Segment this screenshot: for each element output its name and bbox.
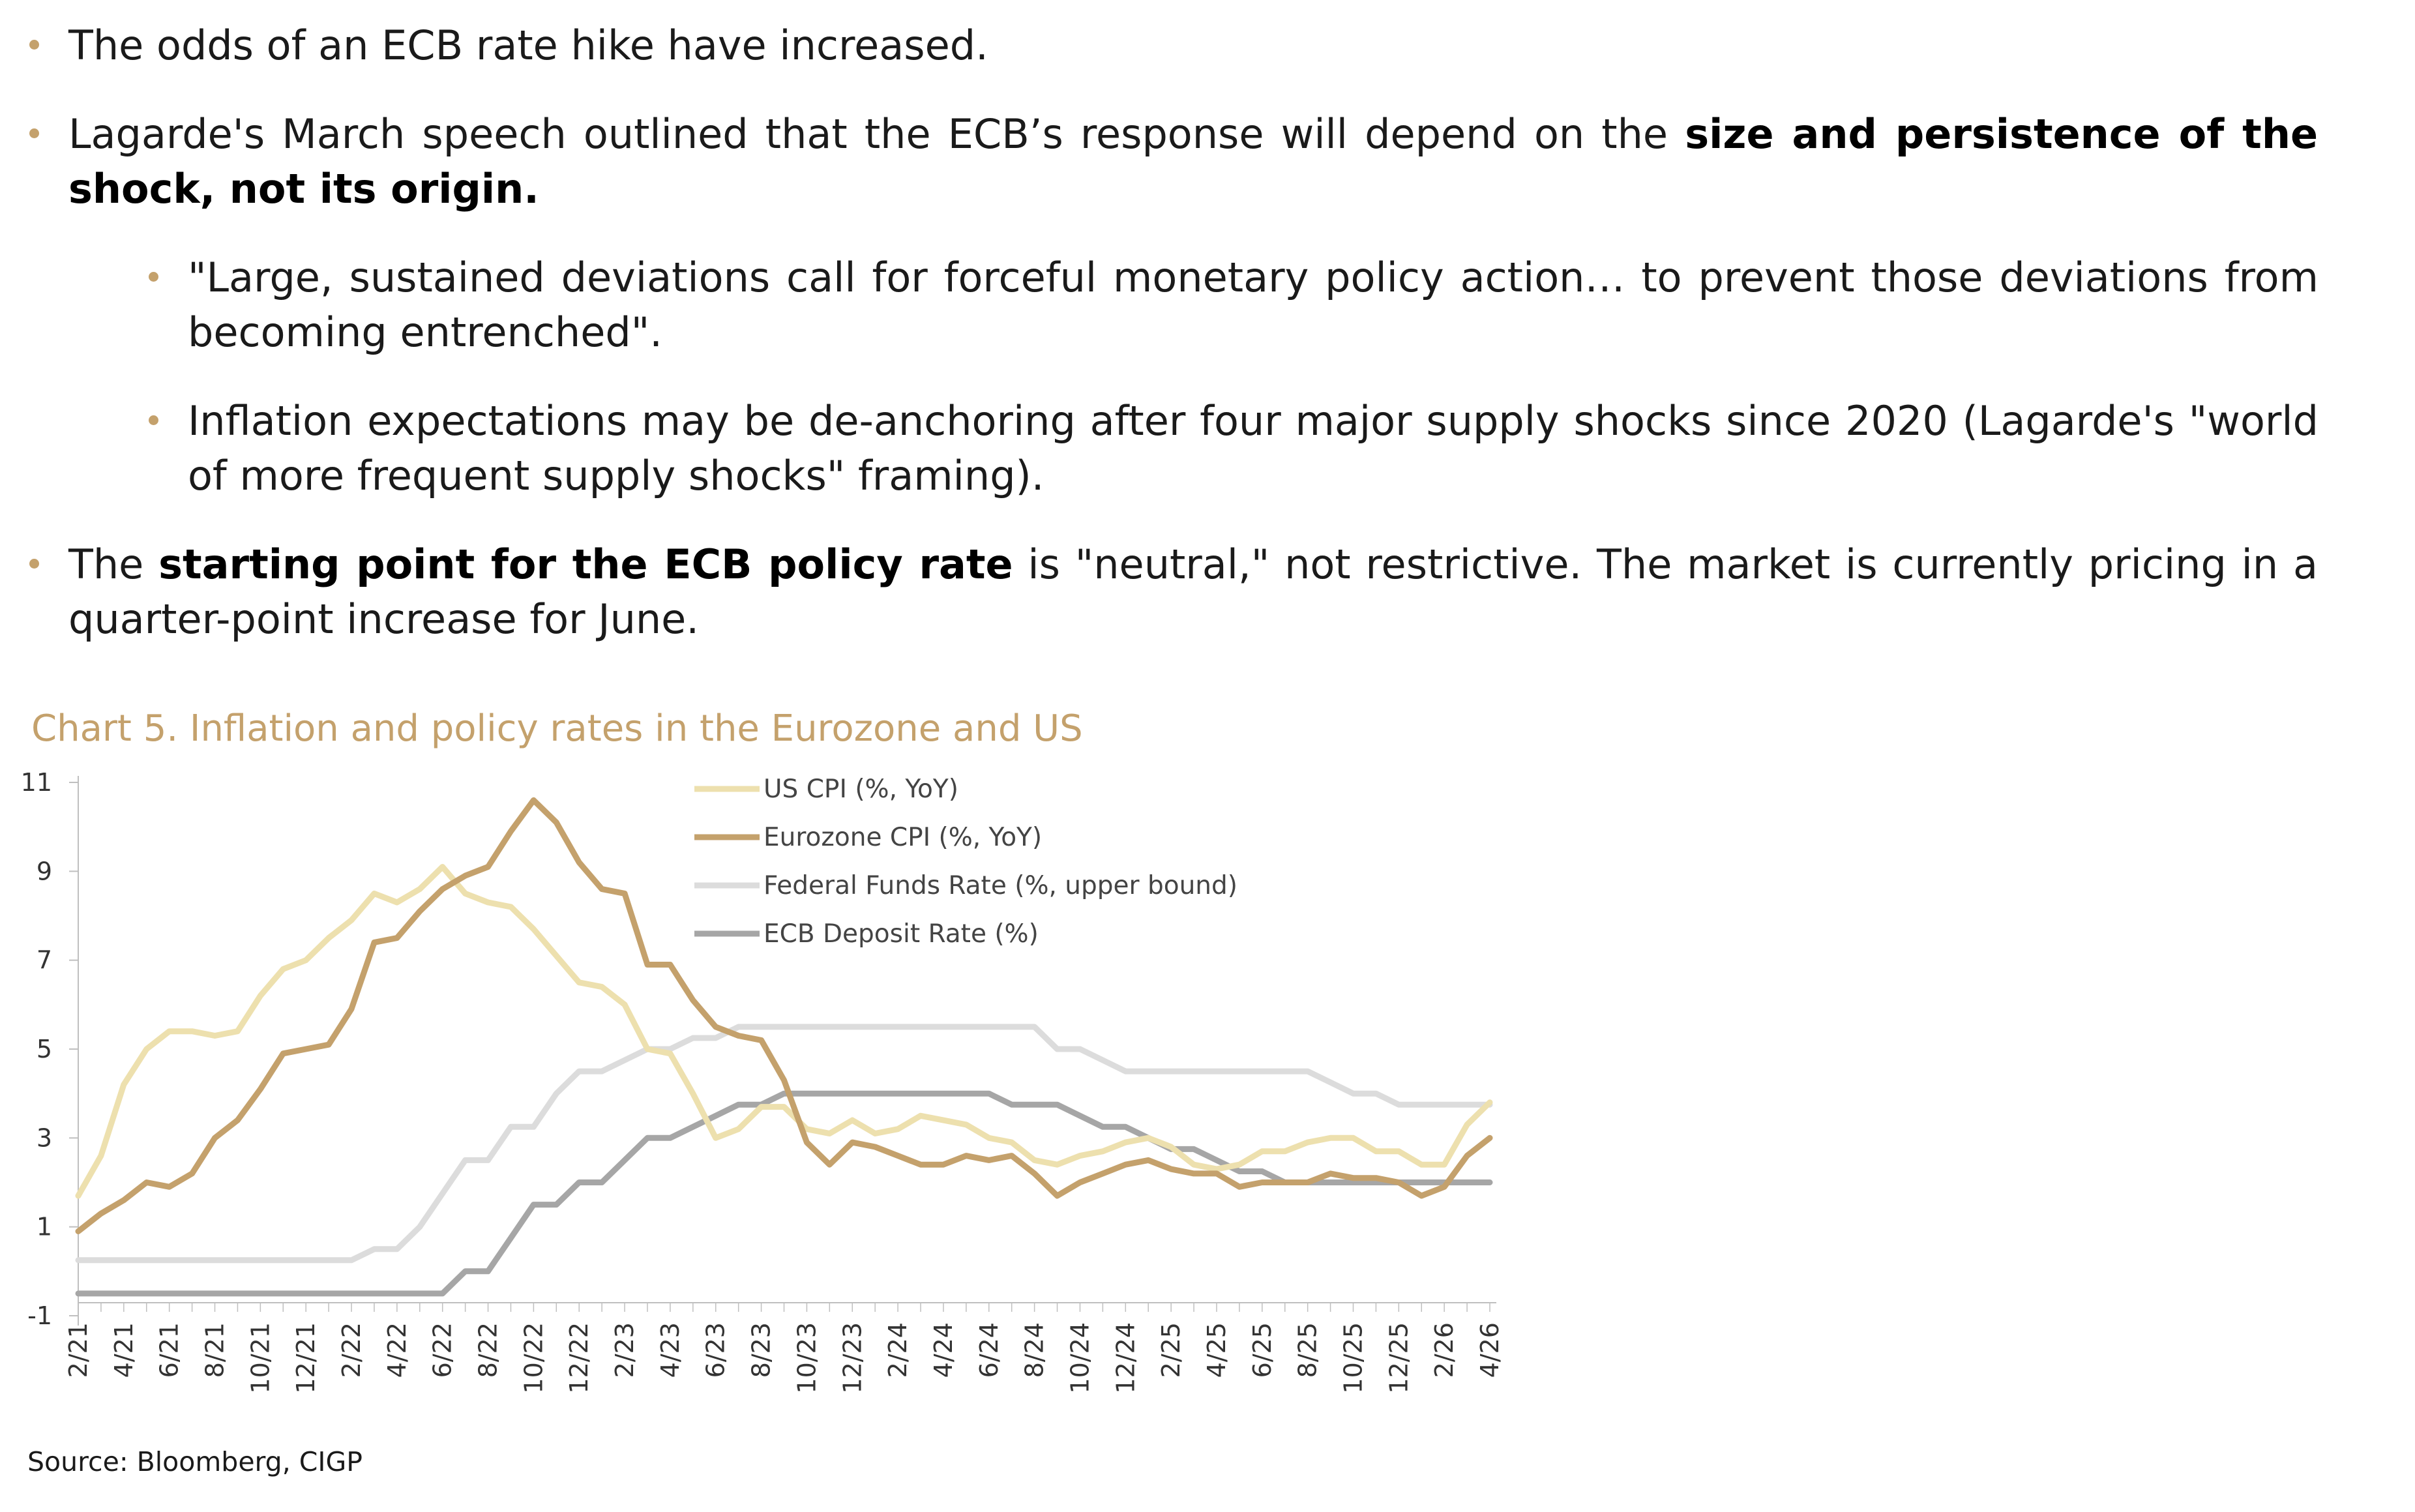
x-tick-label: 2/24 — [883, 1322, 912, 1378]
x-tick-label: 2/23 — [610, 1322, 639, 1378]
bullet-lagarde-speech: Lagarde's March speech outlined that the… — [29, 107, 2319, 216]
x-tick-label: 6/22 — [428, 1322, 457, 1378]
y-tick-label: 3 — [37, 1123, 52, 1152]
legend-label: ECB Deposit Rate (%) — [763, 919, 1039, 949]
x-tick-label: 6/23 — [702, 1322, 730, 1378]
x-tick-label: 6/21 — [155, 1322, 184, 1378]
x-tick-label: 2/25 — [1157, 1322, 1185, 1378]
x-tick-label: 12/23 — [838, 1322, 867, 1394]
x-axis: 2/21 4/21 6/21 8/21 10/21 12/21 2/22 4/22 6/22 8/… — [64, 1302, 1504, 1394]
x-tick-label: 6/24 — [975, 1322, 1003, 1378]
series-lines — [75, 797, 1493, 1297]
x-tick-label: 8/21 — [201, 1322, 230, 1378]
y-tick-label: -1 — [27, 1301, 52, 1330]
x-tick-label: 6/25 — [1248, 1322, 1277, 1378]
x-tick-label: 2/22 — [337, 1322, 366, 1378]
x-tick-label: 8/23 — [747, 1322, 776, 1378]
bullet-dot — [29, 40, 39, 50]
y-tick-label: 5 — [37, 1035, 52, 1063]
x-tick-label: 8/24 — [1020, 1322, 1049, 1378]
bullet-dot — [149, 272, 158, 282]
bullet-ecb-hike-odds: The odds of an ECB rate hike have increa… — [29, 18, 2318, 73]
bullet-text: The — [68, 541, 159, 588]
x-tick-label: 12/24 — [1111, 1322, 1140, 1394]
fed-funds-rate-line — [75, 1024, 1493, 1264]
sub-bullet-inflation-expectations: Inflation expectations may be de-anchori… — [149, 394, 2319, 503]
x-tick-label: 2/21 — [64, 1322, 93, 1378]
ecb-deposit-rate-line — [75, 1090, 1493, 1297]
x-tick-label: 4/23 — [656, 1322, 685, 1378]
bullet-text: The odds of an ECB rate hike have increa… — [68, 22, 988, 69]
x-tick-label: 8/25 — [1294, 1322, 1322, 1378]
x-tick-label: 10/25 — [1339, 1322, 1367, 1394]
chart-title: Chart 5. Inflation and policy rates in t… — [31, 707, 1083, 750]
x-tick-label: 10/21 — [246, 1322, 274, 1394]
bullet-dot — [29, 128, 39, 138]
x-tick-label: 10/22 — [519, 1322, 548, 1394]
us-cpi-line — [75, 864, 1493, 1199]
bullet-text: "Large, sustained deviations call for fo… — [188, 254, 2319, 356]
bullet-policy-rate-start: The starting point for the ECB policy ra… — [29, 537, 2318, 647]
bullet-text: Lagarde's March speech outlined that the… — [68, 110, 1685, 158]
y-tick-label: 7 — [37, 946, 52, 975]
bullet-dot — [29, 559, 39, 569]
sub-bullet-quote: "Large, sustained deviations call for fo… — [149, 250, 2319, 360]
x-tick-label: 4/22 — [383, 1322, 411, 1378]
x-tick-label: 12/25 — [1384, 1322, 1413, 1394]
bullet-dot — [149, 415, 158, 425]
x-tick-label: 2/26 — [1430, 1322, 1459, 1378]
legend-label: Federal Funds Rate (%, upper bound) — [763, 871, 1237, 900]
x-tick-label: 4/21 — [110, 1322, 138, 1378]
bullet-emphasis: size and persistence of the shock, not i… — [68, 110, 2319, 213]
source-note: Source: Bloomberg, CIGP — [27, 1446, 363, 1477]
x-tick-label: 10/23 — [792, 1322, 821, 1394]
bullet-emphasis: starting point for the ECB policy rate — [158, 541, 1013, 588]
legend: US CPI (%, YoY) Eurozone CPI (%, YoY) Fede… — [694, 775, 1237, 949]
line-chart: 11 9 7 5 3 1 -1 2/21 4/21 6/21 8/21 10/21 12/21 2/22… — [21, 768, 1504, 1394]
bullet-text-tail: is "neutral," not restrictive. The marke… — [68, 541, 2318, 643]
x-tick-label: 12/21 — [291, 1322, 320, 1394]
y-tick-label: 11 — [21, 768, 52, 797]
x-tick-label: 10/24 — [1065, 1322, 1094, 1394]
x-tick-label: 4/25 — [1202, 1322, 1231, 1378]
x-tick-label: 8/22 — [474, 1322, 503, 1378]
y-tick-label: 1 — [37, 1213, 52, 1241]
bullet-text: Inflation expectations may be de-anchori… — [188, 397, 2319, 499]
eurozone-cpi-line — [75, 797, 1493, 1234]
legend-label: US CPI (%, YoY) — [763, 775, 958, 804]
x-tick-label: 4/26 — [1475, 1322, 1504, 1378]
x-tick-label: 12/22 — [565, 1322, 593, 1394]
x-tick-label: 4/24 — [929, 1322, 958, 1378]
legend-label: Eurozone CPI (%, YoY) — [763, 823, 1042, 852]
y-axis: 11 9 7 5 3 1 -1 — [21, 768, 79, 1330]
y-tick-label: 9 — [37, 857, 52, 885]
